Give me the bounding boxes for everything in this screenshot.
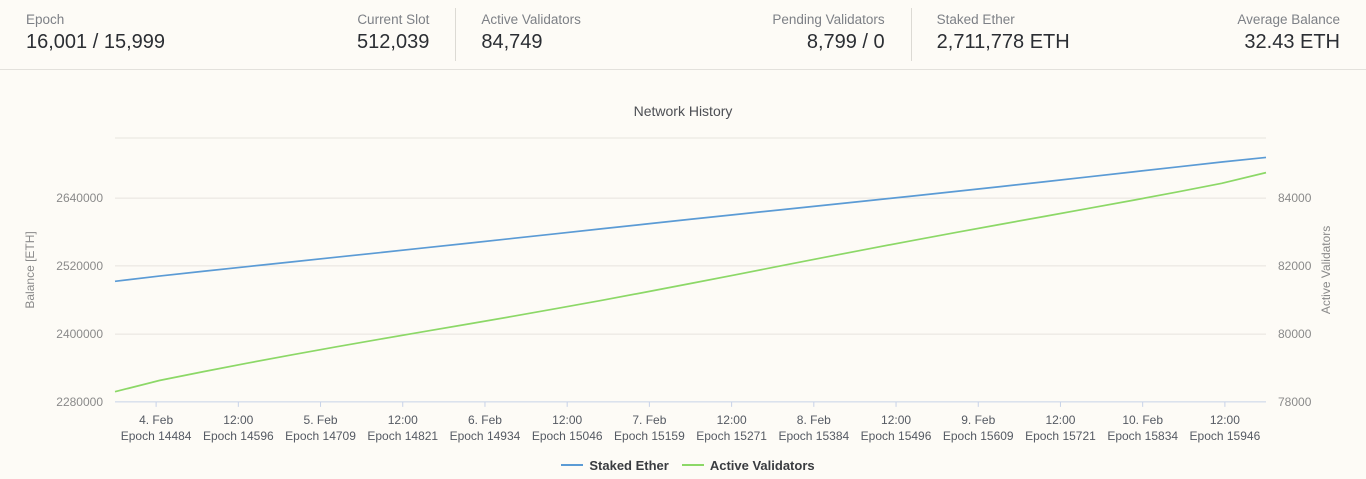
svg-text:Epoch 14934: Epoch 14934 [450, 429, 521, 443]
svg-text:Balance [ETH]: Balance [ETH] [23, 231, 37, 308]
svg-text:7. Feb: 7. Feb [632, 413, 666, 427]
svg-text:2520000: 2520000 [56, 259, 103, 273]
svg-text:84000: 84000 [1278, 191, 1312, 205]
svg-text:2640000: 2640000 [56, 191, 103, 205]
svg-text:12:00: 12:00 [552, 413, 582, 427]
svg-text:Epoch 15046: Epoch 15046 [532, 429, 603, 443]
svg-text:4. Feb: 4. Feb [139, 413, 173, 427]
svg-text:9. Feb: 9. Feb [961, 413, 995, 427]
svg-text:12:00: 12:00 [881, 413, 911, 427]
svg-text:2400000: 2400000 [56, 327, 103, 341]
svg-text:80000: 80000 [1278, 327, 1312, 341]
svg-text:Epoch 15946: Epoch 15946 [1190, 429, 1261, 443]
svg-text:Epoch 14709: Epoch 14709 [285, 429, 356, 443]
svg-text:Epoch 15609: Epoch 15609 [943, 429, 1014, 443]
svg-text:78000: 78000 [1278, 395, 1312, 409]
svg-text:12:00: 12:00 [1045, 413, 1075, 427]
svg-text:Epoch 14484: Epoch 14484 [121, 429, 192, 443]
svg-text:8. Feb: 8. Feb [797, 413, 831, 427]
svg-text:Epoch 14596: Epoch 14596 [203, 429, 274, 443]
svg-text:12:00: 12:00 [388, 413, 418, 427]
svg-text:6. Feb: 6. Feb [468, 413, 502, 427]
svg-text:5. Feb: 5. Feb [304, 413, 338, 427]
svg-text:Epoch 15496: Epoch 15496 [861, 429, 932, 443]
svg-text:12:00: 12:00 [717, 413, 747, 427]
svg-text:10. Feb: 10. Feb [1122, 413, 1163, 427]
svg-text:82000: 82000 [1278, 259, 1312, 273]
svg-text:2280000: 2280000 [56, 395, 103, 409]
svg-text:Epoch 14821: Epoch 14821 [367, 429, 438, 443]
svg-text:12:00: 12:00 [1210, 413, 1240, 427]
svg-text:Epoch 15271: Epoch 15271 [696, 429, 767, 443]
svg-text:Epoch 15159: Epoch 15159 [614, 429, 685, 443]
svg-text:12:00: 12:00 [223, 413, 253, 427]
svg-text:Active Validators: Active Validators [1319, 226, 1333, 314]
svg-text:Epoch 15384: Epoch 15384 [778, 429, 849, 443]
svg-text:Epoch 15834: Epoch 15834 [1107, 429, 1178, 443]
svg-text:Epoch 15721: Epoch 15721 [1025, 429, 1096, 443]
